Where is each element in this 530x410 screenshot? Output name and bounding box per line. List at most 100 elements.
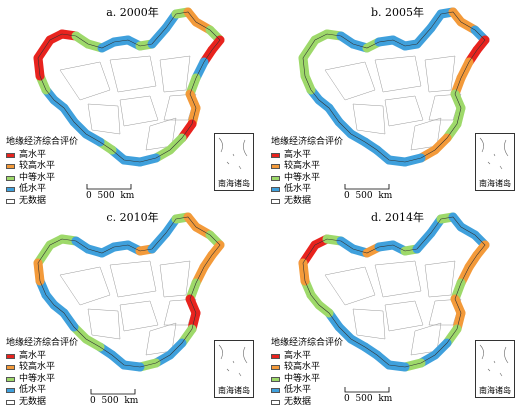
province-boundary xyxy=(159,260,191,298)
legend: 地缘经济综合评价 高水平 较高水平 中等水平 低水平 无数据 xyxy=(271,338,343,408)
scale-bar: 0 500 km xyxy=(344,386,394,404)
legend-item-high: 高水平 xyxy=(271,150,343,162)
province-boundary xyxy=(324,61,376,101)
south-china-sea-inset: 南海诸岛 xyxy=(475,340,515,398)
inset-label: 南海诸岛 xyxy=(479,386,511,395)
inset-label: 南海诸岛 xyxy=(218,386,250,395)
province-boundary xyxy=(374,260,422,298)
china-map xyxy=(33,212,225,372)
inset-label: 南海诸岛 xyxy=(479,179,511,188)
legend-item-nodata: 无数据 xyxy=(271,397,343,409)
country-border xyxy=(37,11,221,163)
legend-item-medium-high: 较高水平 xyxy=(6,362,78,374)
panel-title: c. 2010年 xyxy=(106,211,159,224)
legend-item-medium: 中等水平 xyxy=(271,173,343,185)
province-boundary xyxy=(87,308,121,340)
province-boundary xyxy=(384,300,424,332)
map-panel-2014: d. 2014年 xyxy=(265,205,530,410)
legend-item-nodata: 无数据 xyxy=(271,196,343,208)
swatch-medium xyxy=(271,376,280,382)
province-boundary xyxy=(159,55,191,93)
map-panel-2000: a. 2000年 xyxy=(0,0,265,205)
swatch-medium-high xyxy=(271,164,280,170)
province-boundary xyxy=(59,266,111,306)
legend-item-low: 低水平 xyxy=(6,184,78,196)
legend: 地缘经济综合评价 高水平 较高水平 中等水平 低水平 无数据 xyxy=(271,137,343,207)
inset-islands xyxy=(479,344,509,377)
country-border xyxy=(37,216,221,368)
panel-title: d. 2014年 xyxy=(370,211,425,224)
legend-title: 地缘经济综合评价 xyxy=(271,137,344,147)
swatch-medium-high xyxy=(271,365,280,371)
legend-title: 地缘经济综合评价 xyxy=(271,338,344,348)
scale-bar-line xyxy=(344,387,390,393)
swatch-high xyxy=(271,353,280,359)
map-panel-2005: b. 2005年 xyxy=(265,0,530,205)
swatch-high xyxy=(6,152,15,158)
swatch-medium-high xyxy=(6,164,15,170)
legend-item-medium: 中等水平 xyxy=(271,374,343,386)
scale-bar: 0 500 km xyxy=(344,183,394,201)
scale-bar-line xyxy=(86,184,132,190)
swatch-low xyxy=(271,388,280,394)
legend-item-nodata: 无数据 xyxy=(6,196,78,208)
province-boundary xyxy=(352,308,386,340)
legend-item-medium: 中等水平 xyxy=(6,173,78,185)
inset-islands xyxy=(218,344,248,377)
swatch-medium xyxy=(271,175,280,181)
swatch-medium xyxy=(6,175,15,181)
inset-label: 南海诸岛 xyxy=(218,179,250,188)
legend-item-medium-high: 较高水平 xyxy=(271,161,343,173)
inset-islands xyxy=(479,137,509,170)
swatch-high xyxy=(271,152,280,158)
china-map xyxy=(298,7,490,167)
south-china-sea-inset: 南海诸岛 xyxy=(475,133,515,191)
country-border xyxy=(302,11,486,163)
scale-bar: 0 500 km xyxy=(86,183,136,201)
swatch-nodata xyxy=(271,198,280,204)
swatch-medium-high xyxy=(6,365,15,371)
scale-bar-label: 0 500 km xyxy=(86,191,135,201)
province-boundary xyxy=(352,103,386,135)
province-boundary xyxy=(424,260,456,298)
swatch-nodata xyxy=(6,399,15,405)
province-boundary xyxy=(87,103,121,135)
scale-bar-line xyxy=(344,184,390,190)
china-map xyxy=(298,212,490,372)
province-boundary xyxy=(119,95,159,127)
province-boundary xyxy=(109,260,157,298)
legend-item-medium: 中等水平 xyxy=(6,374,78,386)
legend-item-high: 高水平 xyxy=(6,150,78,162)
swatch-nodata xyxy=(271,399,280,405)
legend-item-medium-high: 较高水平 xyxy=(6,161,78,173)
swatch-medium xyxy=(6,376,15,382)
legend-item-low: 低水平 xyxy=(271,385,343,397)
province-boundary xyxy=(324,266,376,306)
china-map xyxy=(33,7,225,167)
legend: 地缘经济综合评价 高水平 较高水平 中等水平 低水平 无数据 xyxy=(6,137,78,207)
legend-item-high: 高水平 xyxy=(6,351,78,363)
scale-bar: 0 500 km xyxy=(90,388,140,406)
swatch-nodata xyxy=(6,198,15,204)
province-boundary xyxy=(59,61,111,101)
legend-item-medium-high: 较高水平 xyxy=(271,362,343,374)
province-boundary xyxy=(109,55,157,93)
scale-bar-label: 0 500 km xyxy=(344,191,393,201)
legend-item-low: 低水平 xyxy=(271,184,343,196)
legend-title: 地缘经济综合评价 xyxy=(6,137,79,147)
legend-item-nodata: 无数据 xyxy=(6,397,78,409)
legend-title: 地缘经济综合评价 xyxy=(6,338,79,348)
scale-bar-label: 0 500 km xyxy=(90,396,139,406)
south-china-sea-inset: 南海诸岛 xyxy=(214,133,254,191)
province-boundary xyxy=(119,300,159,332)
country-border xyxy=(302,216,486,368)
swatch-low xyxy=(271,187,280,193)
panel-title: b. 2005年 xyxy=(370,6,425,19)
swatch-low xyxy=(6,388,15,394)
legend: 地缘经济综合评价 高水平 较高水平 中等水平 低水平 无数据 xyxy=(6,338,78,408)
panel-title: a. 2000年 xyxy=(106,6,159,19)
swatch-high xyxy=(6,353,15,359)
province-boundary xyxy=(384,95,424,127)
swatch-low xyxy=(6,187,15,193)
province-boundary xyxy=(424,55,456,93)
